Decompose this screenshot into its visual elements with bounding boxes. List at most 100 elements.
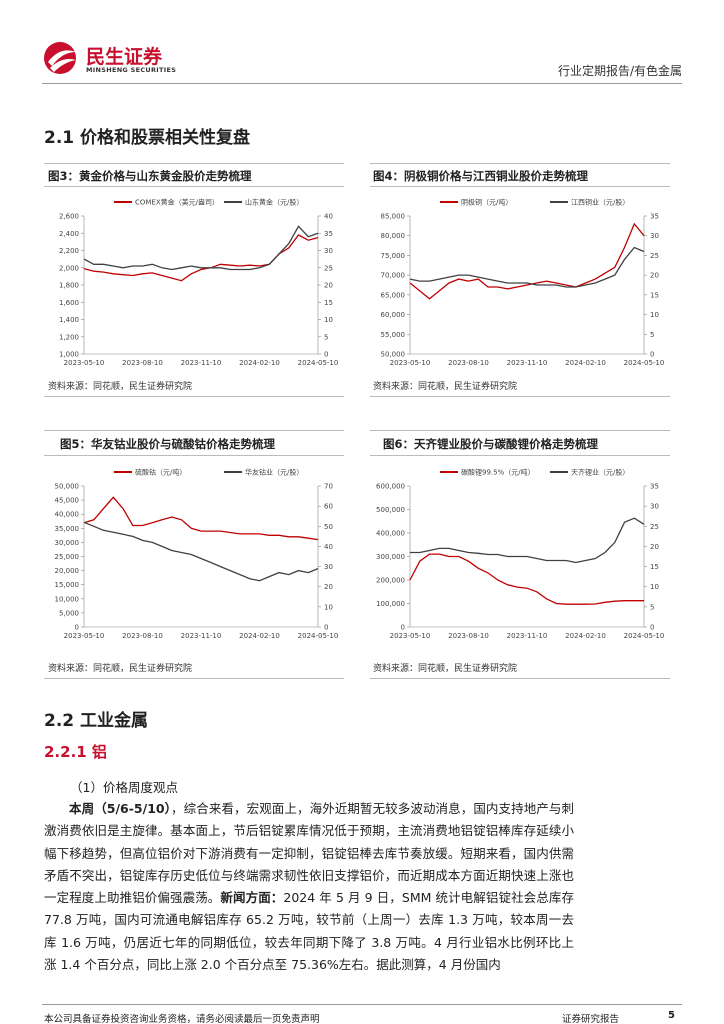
y-tick-label: 2,200 [59, 247, 79, 255]
x-tick-label: 2024-02-10 [565, 359, 606, 367]
paragraph: 本周（5/6-5/10），综合来看，宏观面上，海外近期暂无较多波动消息，国内支持… [44, 798, 574, 976]
y2-tick-label: 20 [324, 282, 333, 290]
legend-label: 碳酸锂99.5%（元/吨） [461, 468, 535, 477]
footer-rule [42, 1004, 682, 1005]
y-tick-label: 1,400 [59, 316, 79, 324]
legend-label: COMEX黄金（美元/盎司） [135, 198, 219, 207]
y-tick-label: 400,000 [376, 530, 405, 538]
legend-label: 天齐锂业（元/股） [571, 468, 629, 477]
y2-tick-label: 15 [650, 291, 659, 299]
y-tick-label: 80,000 [381, 232, 406, 240]
y-tick-label: 35,000 [55, 525, 80, 533]
header-rule [42, 83, 682, 84]
subsection-heading: 2.2.1 铝 [44, 743, 107, 761]
x-tick-label: 2023-11-10 [507, 359, 548, 367]
y-tick-label: 100,000 [376, 600, 405, 608]
y2-tick-label: 0 [650, 351, 654, 359]
y2-tick-label: 25 [650, 252, 659, 260]
text-run: ，综合来看，宏观面上，海外近期暂无较多波动消息，国内支持地产与刺激消费依旧是主旋… [44, 801, 574, 906]
y-tick-label: 2,000 [59, 264, 79, 272]
y-tick-label: 75,000 [381, 252, 406, 260]
y-tick-label: 30,000 [55, 539, 80, 547]
footer-label: 证券研究报告 [562, 1014, 620, 1024]
x-tick-label: 2023-11-10 [181, 632, 222, 640]
y-tick-label: 50,000 [381, 351, 406, 359]
figure-title: 图3：黄金价格与山东黄金股价走势梳理 [48, 169, 252, 183]
y-tick-label: 50,000 [55, 483, 80, 491]
y2-tick-label: 60 [324, 503, 333, 511]
x-tick-label: 2023-11-10 [181, 359, 222, 367]
y-tick-label: 5,000 [59, 609, 79, 617]
figure-rule [44, 396, 344, 397]
legend-label: 江西铜业（元/股） [571, 198, 629, 207]
y2-tick-label: 30 [324, 247, 333, 255]
y2-tick-label: 40 [324, 213, 333, 221]
y-tick-label: 10,000 [55, 595, 80, 603]
y-tick-label: 2,600 [59, 213, 79, 221]
figure-rule [370, 396, 670, 397]
y2-tick-label: 10 [650, 311, 659, 319]
y2-tick-label: 35 [650, 213, 659, 221]
y2-tick-label: 30 [650, 232, 659, 240]
chart: 50,000 55,000 60,000 65,000 70,000 75,000 80,0… [381, 198, 665, 368]
chart: 1,000 1,200 1,400 1,600 1,800 2,000 2,200 2,400… [59, 198, 339, 368]
y-tick-label: 45,000 [55, 497, 80, 505]
y2-tick-label: 15 [324, 299, 333, 307]
x-tick-label: 2023-08-10 [448, 632, 489, 640]
y2-tick-label: 0 [324, 351, 328, 359]
figure-rule [370, 430, 670, 431]
y2-tick-label: 70 [324, 483, 333, 491]
figure-title: 图6：天齐锂业股价与碳酸锂价格走势梳理 [383, 437, 598, 451]
x-tick-label: 2024-02-10 [239, 632, 280, 640]
legend-label: 华友钴业（元/股） [245, 468, 303, 477]
x-tick-label: 2024-05-10 [298, 632, 339, 640]
y2-tick-label: 35 [650, 483, 659, 491]
y-tick-label: 70,000 [381, 272, 406, 280]
figure-source: 资料来源：同花顺，民生证券研究院 [373, 664, 518, 674]
legend-label: 山东黄金（元/股） [245, 198, 303, 207]
logo-icon [44, 42, 76, 74]
figure-source: 资料来源：同花顺，民生证券研究院 [373, 382, 518, 392]
figure-source: 资料来源：同花顺，民生证券研究院 [48, 664, 193, 674]
x-tick-label: 2023-05-10 [390, 632, 431, 640]
x-tick-label: 2024-05-10 [624, 359, 665, 367]
x-tick-label: 2023-05-10 [64, 632, 105, 640]
y-tick-label: 600,000 [376, 483, 405, 491]
series-line [83, 521, 319, 582]
x-tick-label: 2023-05-10 [64, 359, 105, 367]
y-tick-label: 1,600 [59, 299, 79, 307]
section-heading: 2.1 价格和股票相关性复盘 [44, 128, 251, 148]
y2-tick-label: 35 [324, 230, 333, 238]
y-tick-label: 85,000 [381, 213, 406, 221]
figure-rule [370, 186, 670, 187]
series-line [83, 234, 319, 282]
y-tick-label: 15,000 [55, 581, 80, 589]
figure-rule [44, 163, 344, 164]
figure-title: 图4：阴极铜价格与江西铜业股价走势梳理 [373, 169, 588, 183]
x-tick-label: 2024-05-10 [298, 359, 339, 367]
figure-rule [44, 186, 344, 187]
y-tick-label: 55,000 [381, 331, 406, 339]
bold-run: 新闻方面： [220, 890, 284, 906]
figure-source: 资料来源：同花顺，民生证券研究院 [48, 382, 193, 392]
y-tick-label: 300,000 [376, 553, 405, 561]
y-tick-label: 40,000 [55, 511, 80, 519]
x-tick-label: 2023-05-10 [390, 359, 431, 367]
y2-tick-label: 25 [324, 264, 333, 272]
y2-tick-label: 15 [650, 563, 659, 571]
chart: 0 100,000 200,000 300,000 400,000 500,000 600,… [376, 468, 665, 641]
y2-tick-label: 30 [650, 503, 659, 511]
x-tick-label: 2024-05-10 [624, 632, 665, 640]
series-line [410, 517, 645, 564]
x-tick-label: 2023-08-10 [448, 359, 489, 367]
y-tick-label: 0 [401, 624, 405, 632]
y-tick-label: 1,000 [59, 351, 79, 359]
y-tick-label: 2,400 [59, 230, 79, 238]
report-category: 行业定期报告/有色金属 [557, 64, 682, 78]
legend-label: 硫酸钴（元/吨） [135, 468, 186, 477]
y-tick-label: 1,800 [59, 282, 79, 290]
series-line [409, 246, 645, 288]
y2-tick-label: 0 [324, 624, 328, 632]
item-heading: （1）价格周度观点 [70, 780, 178, 795]
series-line [409, 553, 644, 605]
